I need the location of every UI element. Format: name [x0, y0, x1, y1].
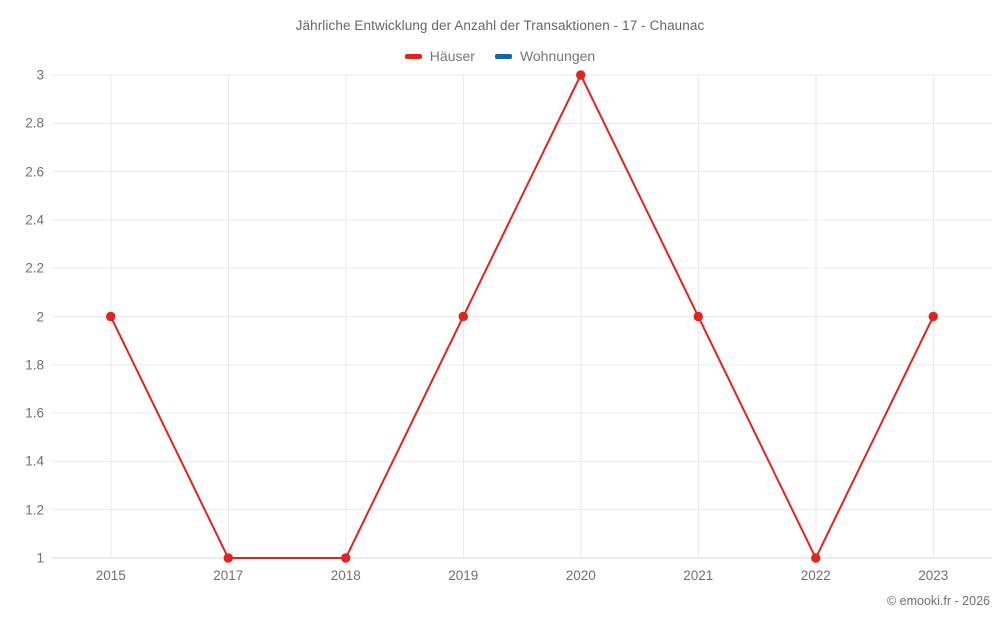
- x-axis-tick-label: 2020: [565, 568, 596, 583]
- x-axis-tick-label: 2015: [95, 568, 126, 583]
- y-axis-tick-label: 2.6: [25, 164, 44, 180]
- y-axis-ticks: 1 1.2 1.4 1.6 1.8 2 2.2 2.4 2.6 2.8 3: [0, 68, 44, 566]
- credit-text: © emooki.fr - 2026: [886, 594, 990, 608]
- y-axis-tick-label: 2.2: [25, 260, 44, 276]
- chart-legend: Häuser Wohnungen: [0, 45, 1000, 67]
- y-axis-tick-label: 2.4: [25, 212, 44, 228]
- x-axis-tick-label: 2018: [330, 568, 361, 583]
- legend-swatch-icon-wohnungen: [494, 53, 512, 59]
- y-axis-tick-label: 1.8: [25, 357, 44, 373]
- y-axis-tick-label: 1.2: [25, 502, 44, 518]
- x-axis-tick-label: 2017: [213, 568, 244, 583]
- data-series: [106, 70, 938, 563]
- grid-lines: [52, 74, 992, 559]
- y-axis-tick-label: 1: [36, 550, 44, 566]
- y-axis-tick-label: 2.8: [25, 115, 44, 131]
- y-axis-tick-label: 1.6: [25, 405, 44, 421]
- page-title: Jährliche Entwicklung der Anzahl der Tra…: [295, 18, 705, 33]
- y-axis-tick-label: 3: [36, 67, 44, 83]
- x-axis-tick-label: 2021: [683, 568, 714, 583]
- legend-swatch-icon-hauser: [404, 53, 422, 59]
- legend-label-wohnungen: Wohnungen: [519, 48, 596, 64]
- x-axis-tick-label: 2022: [800, 568, 831, 583]
- legend-item-hauser[interactable]: Häuser: [404, 48, 475, 64]
- x-axis-tick-label: 2019: [448, 568, 479, 583]
- x-axis-ticks: 2015 2017 2018 2019 2020 2021 2022 2023: [52, 568, 992, 588]
- x-axis-tick-label: 2023: [918, 568, 949, 583]
- y-axis-tick-label: 1.4: [25, 453, 44, 469]
- plot-area: [52, 70, 992, 563]
- legend-item-wohnungen[interactable]: Wohnungen: [494, 48, 596, 64]
- legend-label-hauser: Häuser: [429, 48, 475, 64]
- y-axis-tick-label: 2: [36, 309, 44, 324]
